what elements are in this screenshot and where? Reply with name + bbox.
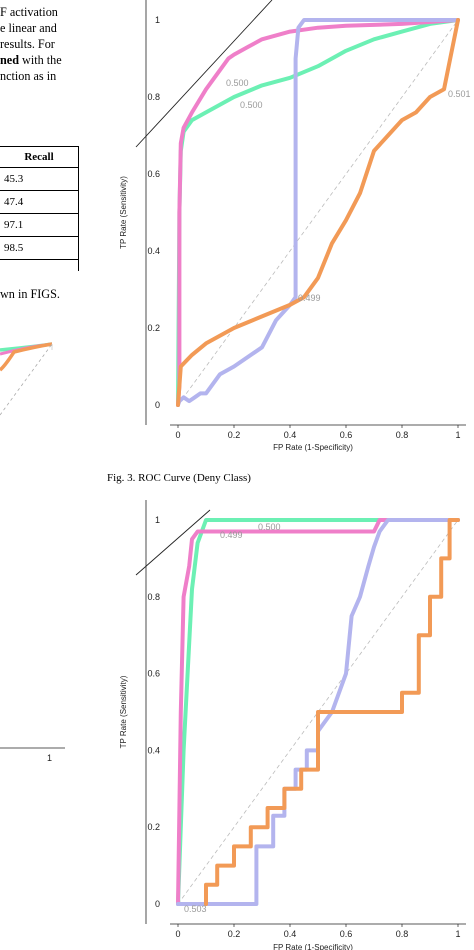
x-tick-label: 0.4	[284, 929, 297, 939]
table-cell: 97.1	[0, 213, 78, 237]
roc-series-line	[176, 18, 460, 407]
y-tick-label: 0.2	[147, 822, 160, 832]
y-tick-label: 0	[155, 400, 160, 410]
body-text-line: e linear and	[0, 21, 57, 35]
diagonal-fragment	[0, 343, 53, 416]
y-tick-label: 0.4	[147, 246, 160, 256]
table-header-row: Recall	[0, 146, 78, 168]
table-cell: 47.4	[0, 190, 78, 214]
x-tick-label: 1	[455, 929, 460, 939]
y-tick-label: 0.8	[147, 92, 160, 102]
x-tick-label: 0.6	[340, 929, 353, 939]
threshold-label: 0.503	[184, 904, 207, 914]
x-tick-label: 0.8	[396, 929, 409, 939]
cropped-roc-chart: 1	[0, 342, 65, 763]
text-fragment: with the	[18, 53, 62, 67]
table-header-cell: Recall	[0, 146, 78, 168]
x-tick-label: 0.2	[228, 929, 241, 939]
body-text-line: nction as in	[0, 69, 57, 83]
iso-performance-line	[135, 509, 211, 576]
table-row: 45.3	[0, 167, 78, 191]
results-table: Recall 45.3 47.4 97.1 98.5	[0, 146, 78, 260]
body-text-line: F activation	[0, 5, 58, 19]
x-tick-label: 0.2	[228, 430, 241, 440]
x-axis-title: FP Rate (1-Specificity)	[273, 943, 353, 950]
y-tick-label: 0.6	[147, 169, 160, 179]
roc-series-line	[204, 518, 460, 906]
roc-series-line	[176, 518, 460, 906]
threshold-label: 0.499	[220, 530, 243, 540]
threshold-label: 0.500	[226, 78, 249, 88]
y-tick-label: 0.4	[147, 745, 160, 755]
y-tick-label: 0.2	[147, 323, 160, 333]
y-tick-label: 0.6	[147, 669, 160, 679]
threshold-label: 0.499	[298, 293, 321, 303]
roc-chart-deny-class: 0 0.2 0.4 0.6 0.8 1 0 0.2 0.4 0.6 0.8 1 FP Rate (1-S…	[119, 0, 471, 452]
body-text-line: wn in FIGS.	[0, 287, 60, 301]
y-tick-label: 0.8	[147, 592, 160, 602]
x-tick-label: 1	[47, 753, 52, 763]
y-tick-label: 1	[155, 15, 160, 25]
x-tick-label: 0.6	[340, 430, 353, 440]
threshold-label: 0.500	[240, 100, 263, 110]
bold-fragment: ned	[0, 53, 19, 67]
y-axis-title: TP Rate (Sensitivity)	[119, 675, 128, 748]
x-tick-label: 0	[175, 430, 180, 440]
figure-caption: Fig. 3. ROC Curve (Deny Class)	[107, 472, 251, 484]
body-text-line: ned with the	[0, 53, 62, 67]
x-tick-label: 0.4	[284, 430, 297, 440]
roc-series-line	[176, 518, 460, 906]
body-text-line: results. For	[0, 37, 55, 51]
table-cell: 98.5	[0, 236, 78, 260]
iso-performance-line	[135, 0, 273, 148]
y-tick-label: 0	[155, 899, 160, 909]
random-baseline	[177, 19, 459, 406]
threshold-label: 0.500	[258, 522, 281, 532]
roc-series-line	[176, 18, 460, 407]
roc-series-line	[176, 18, 460, 407]
y-tick-label: 1	[155, 515, 160, 525]
table-row: 47.4	[0, 190, 78, 214]
table-row: 98.5	[0, 236, 78, 260]
table-cell: 45.3	[0, 167, 78, 191]
roc-series-line	[176, 518, 460, 906]
x-tick-label: 0.8	[396, 430, 409, 440]
table-row: 97.1	[0, 213, 78, 237]
y-axis-title: TP Rate (Sensitivity)	[119, 176, 128, 249]
random-baseline	[177, 519, 459, 905]
x-tick-label: 0	[175, 929, 180, 939]
orange-curve-fragment	[0, 342, 53, 372]
threshold-label: 0.501	[448, 89, 471, 99]
x-axis-title: FP Rate (1-Specificity)	[273, 443, 353, 452]
x-tick-label: 1	[455, 430, 460, 440]
table-border	[78, 146, 79, 271]
